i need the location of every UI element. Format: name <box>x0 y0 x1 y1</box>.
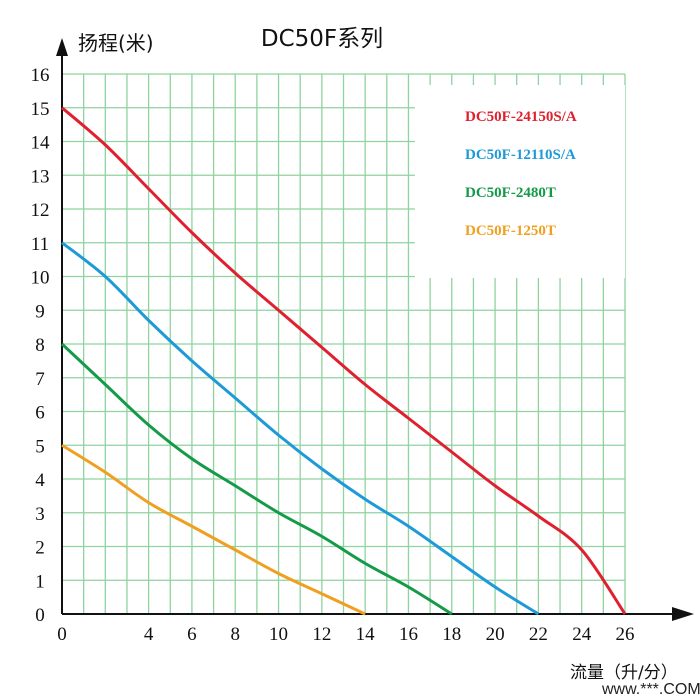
y-tick-label: 9 <box>35 301 45 322</box>
y-tick-label: 11 <box>31 234 49 255</box>
legend-entry: DC50F-2480T <box>465 185 556 201</box>
legend-box <box>415 85 625 278</box>
series-line-dc50f-24150s-a <box>61 106 627 615</box>
y-tick-label: 2 <box>35 538 45 559</box>
x-tick-label: 18 <box>442 624 461 645</box>
x-tick-label: 26 <box>616 624 635 645</box>
y-tick-label: 0 <box>35 605 45 626</box>
watermark-text: www.***.COM <box>601 681 700 698</box>
x-axis-arrow <box>672 607 694 621</box>
x-tick-label: 22 <box>529 624 548 645</box>
series-line-dc50f-1250t <box>61 443 366 616</box>
legend: DC50F-24150S/A DC50F-12110S/A DC50F-2480T D… <box>465 109 577 239</box>
y-tick-label: 14 <box>31 133 51 154</box>
series-lines <box>60 106 627 616</box>
series-line-dc50f-2480t <box>60 342 453 616</box>
y-tick-label: 1 <box>35 571 45 592</box>
chart-title: DC50F系列 <box>261 26 383 52</box>
x-tick-label: 16 <box>399 624 418 645</box>
legend-entry: DC50F-24150S/A <box>465 109 577 125</box>
x-tick-label: 8 <box>230 624 240 645</box>
y-tick-label: 4 <box>35 470 45 491</box>
y-tick-label: 7 <box>35 369 45 390</box>
x-tick-label: 0 <box>57 624 67 645</box>
x-tick-label: 12 <box>312 624 331 645</box>
y-axis-label: 扬程(米) <box>78 31 154 55</box>
y-tick-label: 8 <box>35 335 45 356</box>
y-tick-label: 10 <box>31 268 50 289</box>
y-tick-label: 13 <box>31 166 50 187</box>
x-tick-label: 6 <box>187 624 197 645</box>
x-tick-label: 24 <box>572 624 592 645</box>
x-tick-label: 4 <box>144 624 154 645</box>
y-tick-label: 3 <box>35 504 45 525</box>
x-tick-label: 14 <box>356 624 376 645</box>
x-tick-label: 20 <box>486 624 505 645</box>
y-tick-label: 15 <box>31 99 50 120</box>
x-tick-label: 10 <box>269 624 288 645</box>
y-tick-label: 16 <box>31 65 50 86</box>
series-line-dc50f-12110s-a <box>61 241 540 616</box>
legend-entry: DC50F-12110S/A <box>465 147 576 163</box>
x-axis-label: 流量（升/分） <box>570 663 678 683</box>
y-tick-label: 12 <box>31 200 50 221</box>
chart-axes <box>56 38 694 621</box>
y-tick-label: 5 <box>35 436 45 457</box>
y-axis-arrow <box>56 38 68 56</box>
legend-entry: DC50F-1250T <box>465 223 556 239</box>
y-tick-label: 6 <box>35 403 45 424</box>
